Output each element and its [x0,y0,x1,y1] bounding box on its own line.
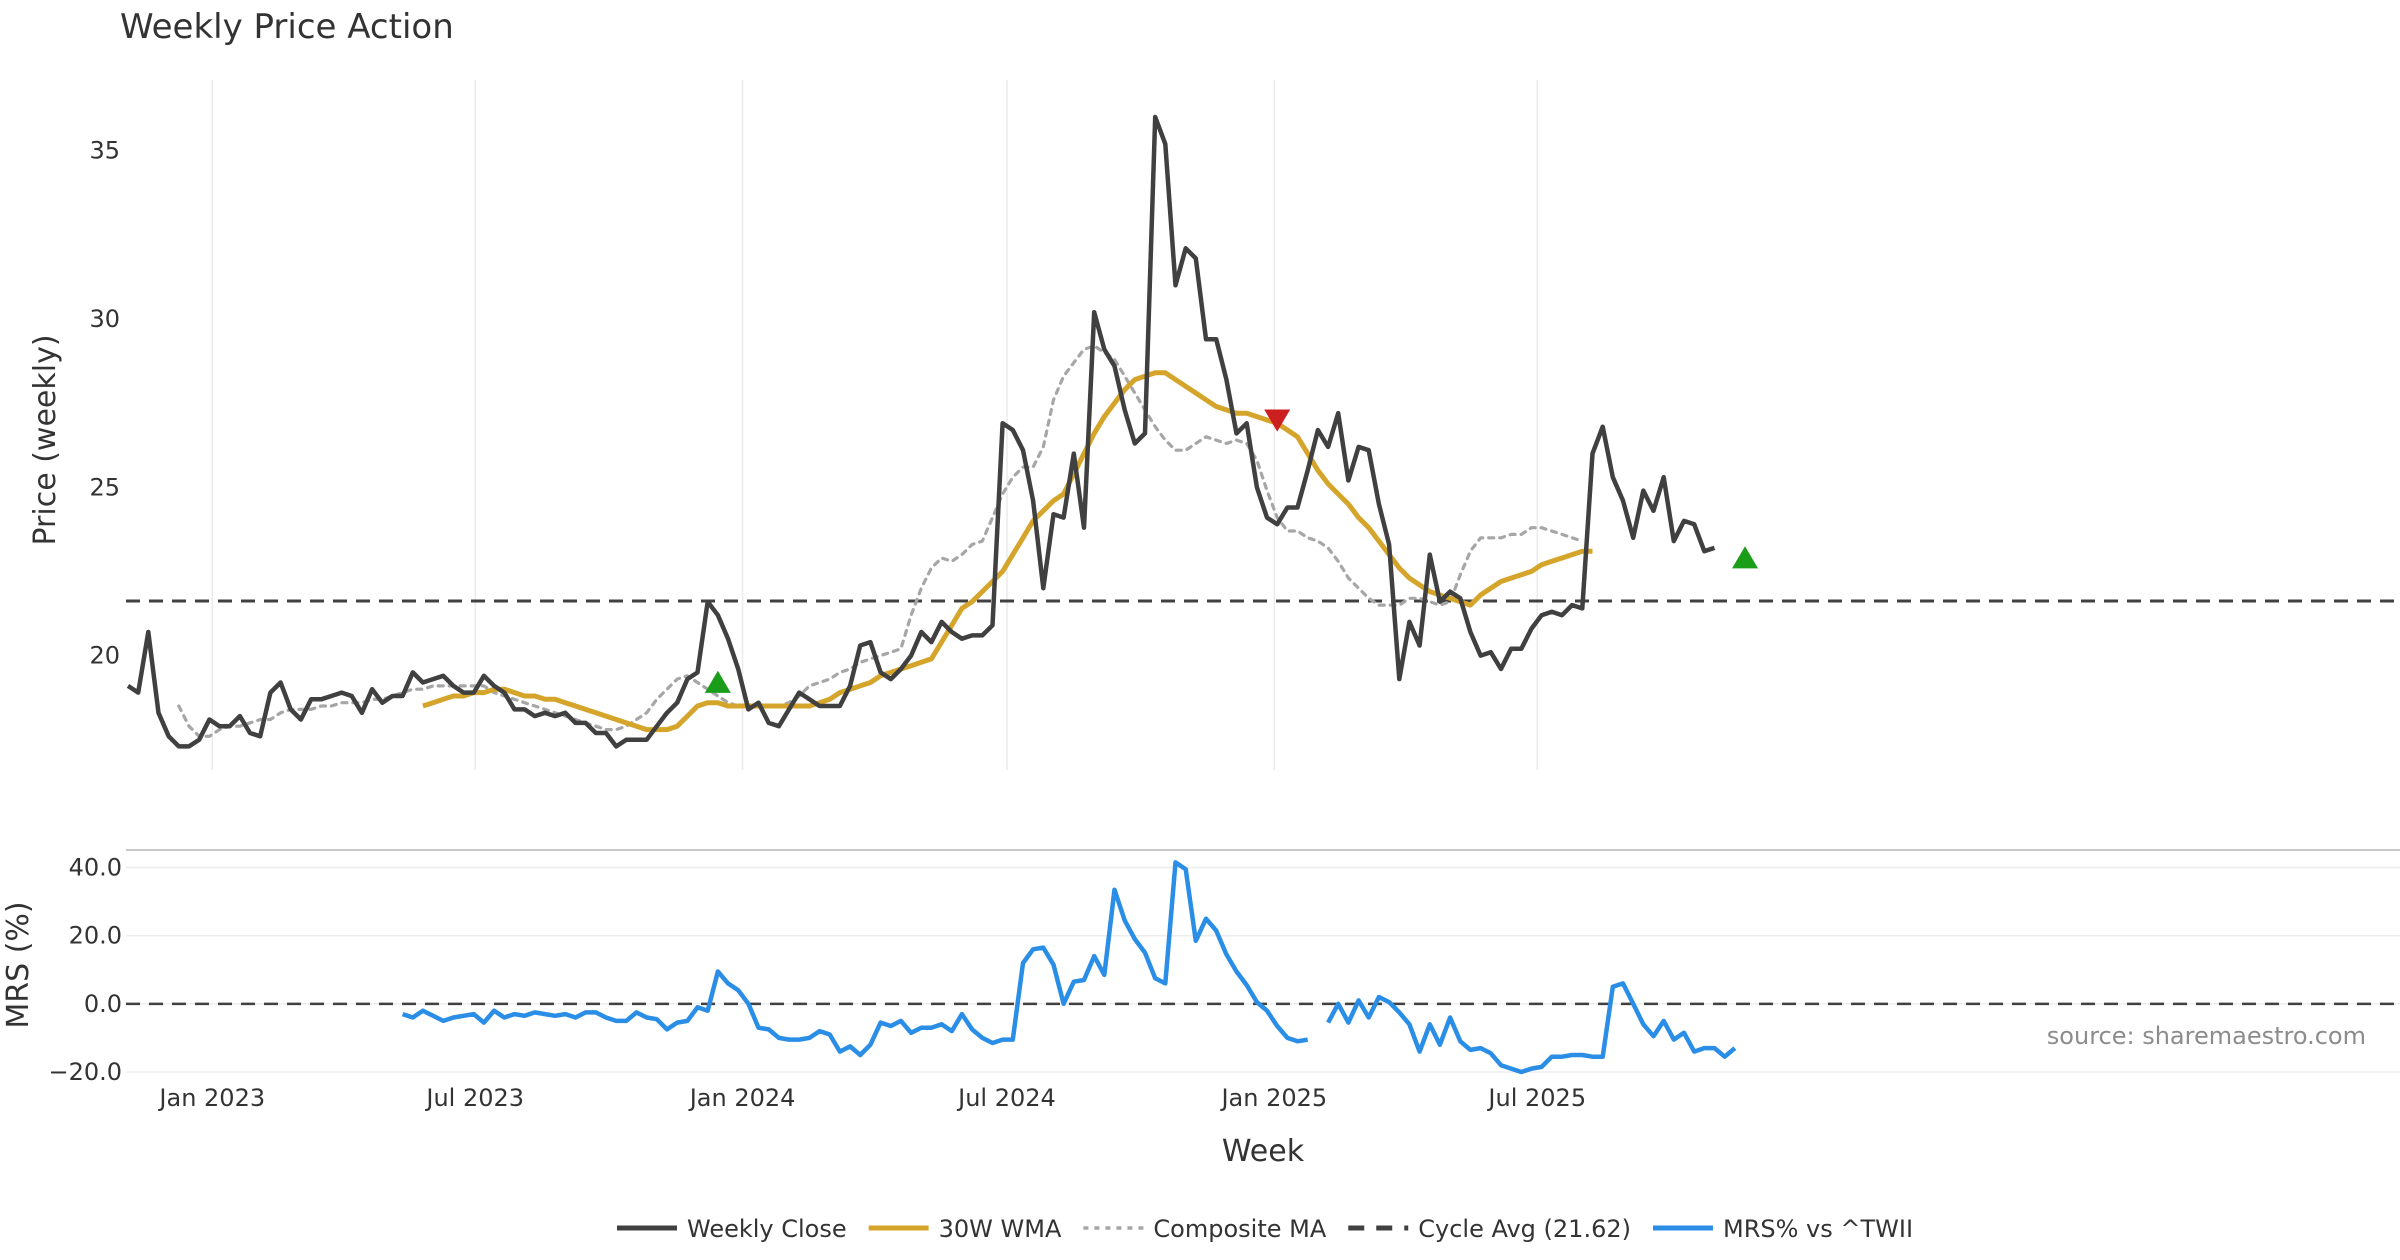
sell-signal-marker [1264,409,1291,432]
series-weekly-close [126,114,1716,749]
price-panel: 20 25 30 35 Price (weekly) [28,80,2400,770]
legend-label-30w-wma: 30W WMA [939,1215,1062,1243]
mrs-panel: −20.00.020.040.0 Jan 2023 Jul 2023 Jan 202… [1,849,2400,1169]
price-y-tick-label: 25 [89,473,120,501]
x-tick-label: Jan 2023 [157,1084,265,1112]
price-y-tick-label: 30 [89,305,120,333]
x-tick-label: Jan 2025 [1219,1084,1327,1112]
buy-signal-marker [704,670,731,693]
chart-title: Weekly Price Action [120,7,454,47]
x-axis: Jan 2023 Jul 2023 Jan 2024 Jul 2024 Jan 2025… [157,1084,1586,1112]
mrs-y-tick-label: −20.0 [48,1058,122,1086]
price-y-tick-label: 35 [89,137,120,165]
mrs-y-axis-label: MRS (%) [1,901,36,1028]
legend-label-cycle-avg-21-62: Cycle Avg (21.62) [1418,1215,1631,1243]
price-y-axis-label: Price (weekly) [28,334,63,545]
price-lines-layer [126,114,1716,749]
price-y-axis: 20 25 30 35 [89,137,120,670]
x-tick-label: Jul 2024 [956,1084,1056,1112]
mrs-y-tick-label: 20.0 [69,922,122,950]
legend-label-weekly-close: Weekly Close [687,1215,847,1243]
buy-signal-marker [1732,546,1759,569]
legend-label-composite-ma: Composite MA [1153,1215,1326,1243]
mrs-y-tick-label: 40.0 [69,854,122,882]
x-tick-label: Jul 2023 [424,1084,524,1112]
mrs-y-axis: −20.0 0.0 20.0 40.0 [48,854,122,1086]
legend-label-mrs-vs-twii: MRS% vs ^TWII [1723,1215,1913,1243]
series-30w-wma [422,370,1593,733]
mrs-y-tick-label: 0.0 [84,990,122,1018]
x-tick-label: Jul 2025 [1486,1084,1586,1112]
price-y-tick-label: 20 [89,642,120,670]
legend: Weekly Close 30W WMA Composite MA Cycle Avg… [617,1215,1913,1243]
source-watermark: source: sharemaestro.com [2047,1022,2366,1050]
mrs-lines-layer [401,860,1737,1075]
series-composite-ma [177,344,1584,738]
signal-markers-layer [704,409,1759,693]
x-tick-label: Jan 2024 [688,1084,796,1112]
x-axis-label: Week [1222,1134,1305,1169]
series-mrs-vs-twii [401,860,1737,1075]
